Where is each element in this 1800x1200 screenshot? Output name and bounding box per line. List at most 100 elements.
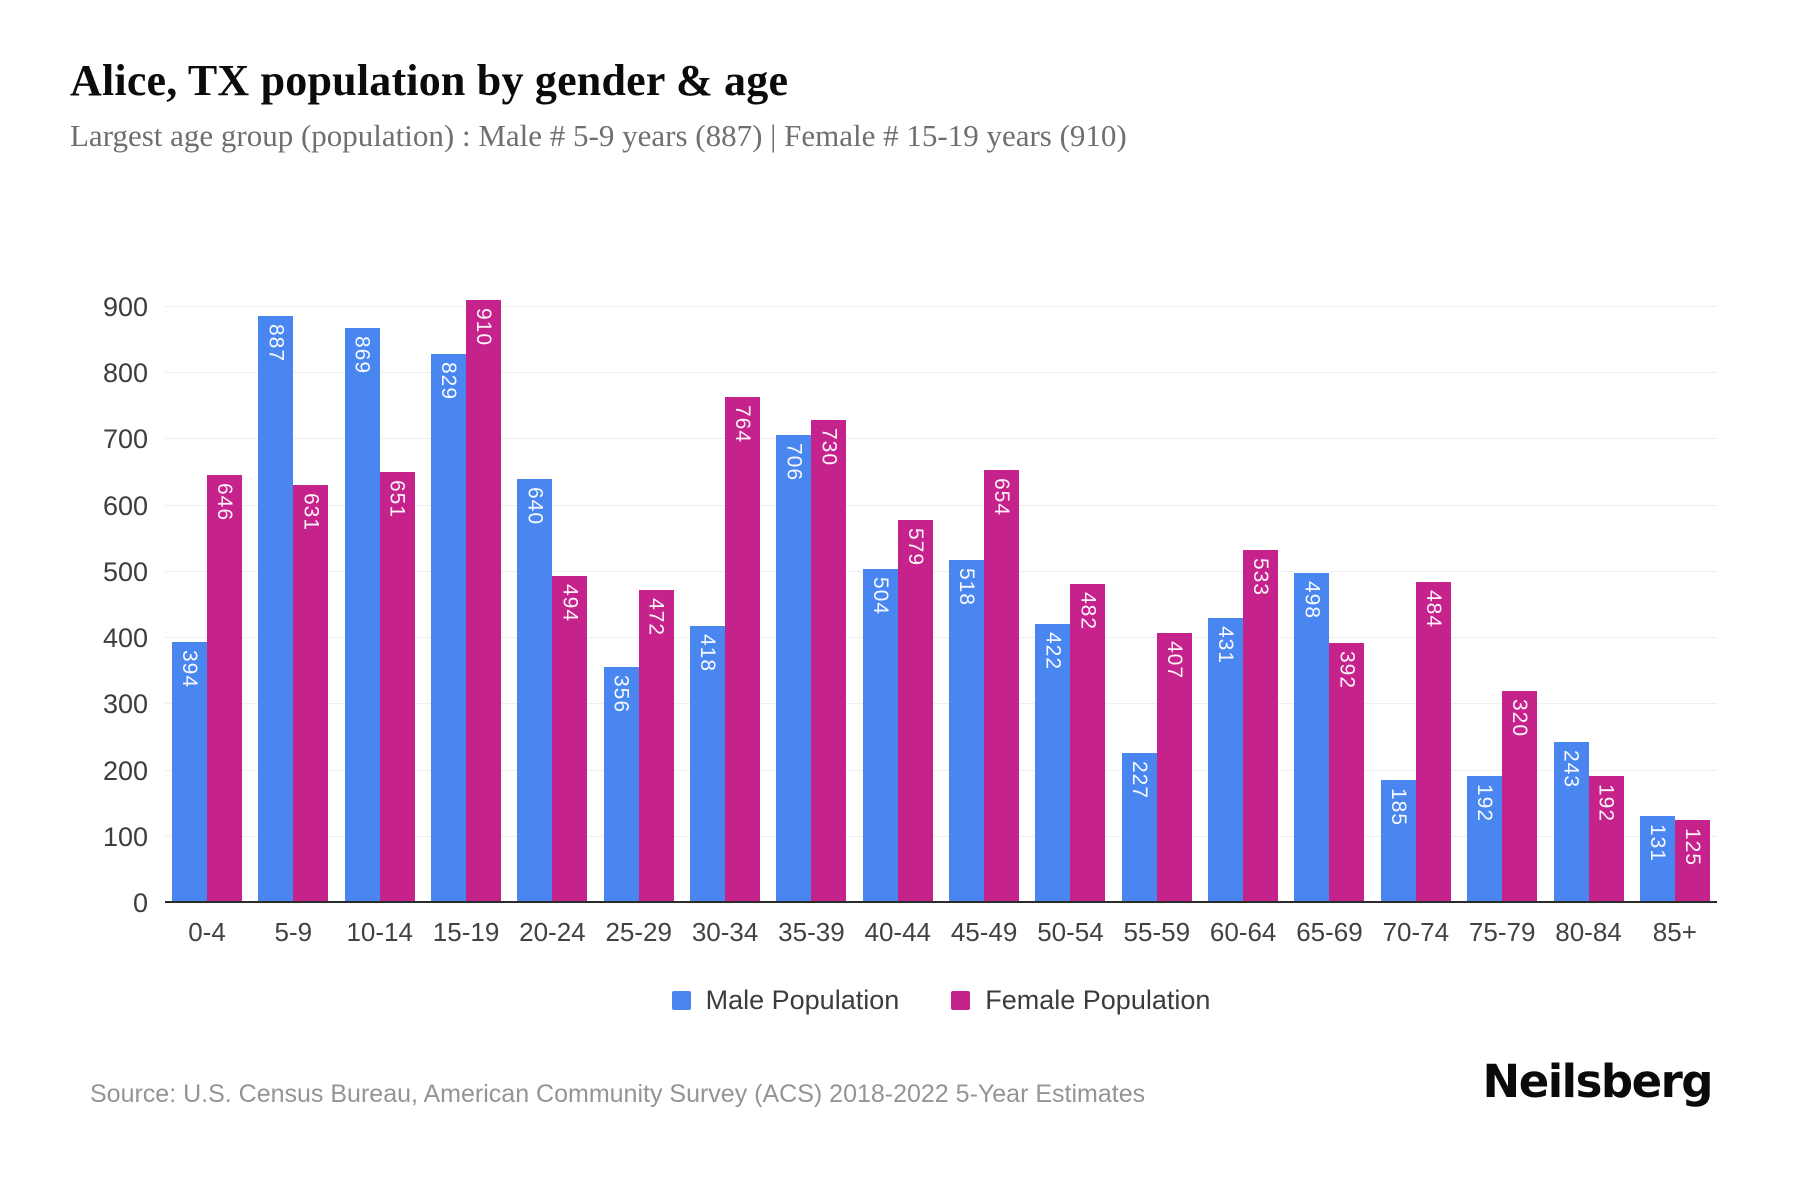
- bar-group-80-84: 243 192 80-84: [1553, 307, 1624, 947]
- bar-value-label: 640: [523, 487, 547, 526]
- bar-male-0-4: 394: [172, 642, 207, 903]
- bar-group-35-39: 706 730 35-39: [776, 307, 847, 947]
- bar-value-label: 764: [731, 405, 755, 444]
- bar-male-75-79: 192: [1467, 776, 1503, 903]
- legend-label: Male Population: [705, 985, 900, 1015]
- bar-female-50-54: 482: [1070, 584, 1106, 903]
- bar-female-5-9: 631: [293, 485, 329, 903]
- y-axis-tick-100: 100: [102, 821, 148, 852]
- plot-area: 394 646 0-4 887 631 5-9 869 651 10-14 829 910 15-19…: [103, 294, 1717, 947]
- bar-value-label: 392: [1335, 651, 1359, 690]
- bar-value-label: 407: [1162, 641, 1186, 680]
- bar-value-label: 651: [385, 480, 409, 519]
- y-axis-tick-300: 300: [102, 689, 148, 720]
- bar-male-40-44: 504: [862, 569, 898, 903]
- bar-value-label: 646: [213, 483, 236, 522]
- legend-item-female: Female Population: [951, 985, 1210, 1016]
- bar-group-40-44: 504 579 40-44: [862, 307, 933, 947]
- bar-female-30-34: 764: [725, 397, 761, 903]
- bar-value-label: 730: [817, 428, 841, 467]
- bar-group-45-49: 518 654 45-49: [949, 307, 1020, 947]
- bar-male-80-84: 243: [1553, 742, 1589, 903]
- x-axis-label-80-84: 80-84: [1555, 917, 1622, 947]
- bar-group-15-19: 829 910 15-19: [431, 300, 502, 947]
- x-axis-label-40-44: 40-44: [864, 917, 932, 947]
- x-axis-label-75-79: 75-79: [1468, 917, 1536, 947]
- bar-value-label: 910: [472, 308, 496, 347]
- bar-group-65-69: 498 392 65-69: [1294, 307, 1365, 947]
- bars-row: 394 646 0-4 887 631 5-9 869 651 10-14 829 910 15-19…: [165, 300, 1717, 947]
- bar-female-25-29: 472: [638, 590, 674, 903]
- x-axis-label-35-39: 35-39: [778, 917, 845, 947]
- bar-value-label: 422: [1041, 632, 1065, 671]
- bar-group-75-79: 192 320 75-79: [1467, 307, 1538, 947]
- bar-value-label: 125: [1680, 828, 1704, 867]
- bar-female-20-24: 494: [552, 576, 588, 903]
- bar-female-45-49: 654: [984, 470, 1020, 903]
- gridline-y-700: [165, 438, 1717, 440]
- source-attribution: Source: U.S. Census Bureau, American Com…: [90, 1080, 1146, 1108]
- x-axis-label-60-64: 60-64: [1209, 917, 1277, 947]
- bar-value-label: 494: [558, 584, 582, 623]
- bar-value-label: 484: [1421, 590, 1445, 629]
- y-axis-tick-800: 800: [102, 358, 148, 389]
- bar-female-35-39: 730: [811, 420, 847, 903]
- x-axis-label-65-69: 65-69: [1296, 917, 1363, 947]
- bar-value-label: 869: [350, 336, 374, 375]
- bar-value-label: 706: [782, 443, 806, 482]
- bar-male-45-49: 518: [949, 560, 985, 903]
- bar-male-60-64: 431: [1208, 618, 1244, 903]
- brand-logo: Neilsberg: [1482, 1055, 1714, 1108]
- bar-value-label: 320: [1508, 699, 1532, 738]
- bar-value-label: 185: [1386, 788, 1410, 827]
- bar-group-20-24: 640 494 20-24: [517, 307, 588, 947]
- bar-value-label: 579: [903, 528, 927, 567]
- gridline-y-600: [165, 504, 1717, 506]
- bar-value-label: 418: [696, 634, 720, 673]
- gridline-y-500: [165, 570, 1717, 572]
- bar-male-15-19: 829: [431, 354, 467, 903]
- bar-male-55-59: 227: [1121, 753, 1157, 903]
- x-axis-label-5-9: 5-9: [274, 917, 313, 947]
- bar-male-20-24: 640: [517, 479, 553, 903]
- bar-value-label: 631: [299, 493, 323, 532]
- bar-group-25-29: 356 472 25-29: [603, 307, 674, 947]
- y-axis-tick-600: 600: [102, 490, 148, 521]
- bar-male-50-54: 422: [1035, 624, 1071, 903]
- bar-value-label: 654: [990, 478, 1014, 517]
- bar-value-label: 356: [609, 675, 633, 714]
- bar-female-15-19: 910: [466, 300, 502, 903]
- legend-label: Female Population: [985, 985, 1211, 1015]
- bar-female-65-69: 392: [1329, 643, 1365, 903]
- gridline-y-400: [165, 637, 1717, 639]
- bar-male-65-69: 498: [1294, 573, 1330, 903]
- x-axis-label-70-74: 70-74: [1382, 917, 1450, 947]
- bar-value-label: 518: [955, 568, 979, 607]
- y-axis-tick-0: 0: [132, 888, 148, 918]
- bar-female-10-14: 651: [379, 472, 415, 903]
- bar-value-label: 394: [178, 650, 201, 689]
- y-axis-tick-900: 900: [102, 292, 148, 322]
- bar-female-70-74: 484: [1415, 582, 1451, 903]
- x-axis-label-25-29: 25-29: [605, 917, 672, 947]
- bar-group-10-14: 869 651 10-14: [344, 307, 415, 947]
- bar-value-label: 504: [868, 577, 892, 616]
- bar-value-label: 887: [264, 324, 288, 363]
- bar-group-50-54: 422 482 50-54: [1035, 307, 1106, 947]
- gridline-y-100: [165, 835, 1717, 837]
- bar-value-label: 829: [437, 362, 461, 401]
- bar-male-10-14: 869: [344, 328, 380, 903]
- bar-male-30-34: 418: [690, 626, 726, 903]
- page-subtitle: Largest age group (population) : Male # …: [70, 118, 1127, 153]
- bar-female-60-64: 533: [1243, 550, 1279, 903]
- x-axis-label-45-49: 45-49: [950, 917, 1018, 947]
- legend-swatch-icon: [671, 991, 691, 1010]
- bar-value-label: 498: [1300, 581, 1324, 620]
- bar-female-40-44: 579: [897, 520, 933, 903]
- x-axis-label-20-24: 20-24: [519, 917, 586, 947]
- bar-value-label: 533: [1249, 558, 1273, 597]
- gridline-y-800: [165, 372, 1717, 374]
- bar-value-label: 431: [1214, 626, 1238, 665]
- bar-group-30-34: 418 764 30-34: [690, 307, 761, 947]
